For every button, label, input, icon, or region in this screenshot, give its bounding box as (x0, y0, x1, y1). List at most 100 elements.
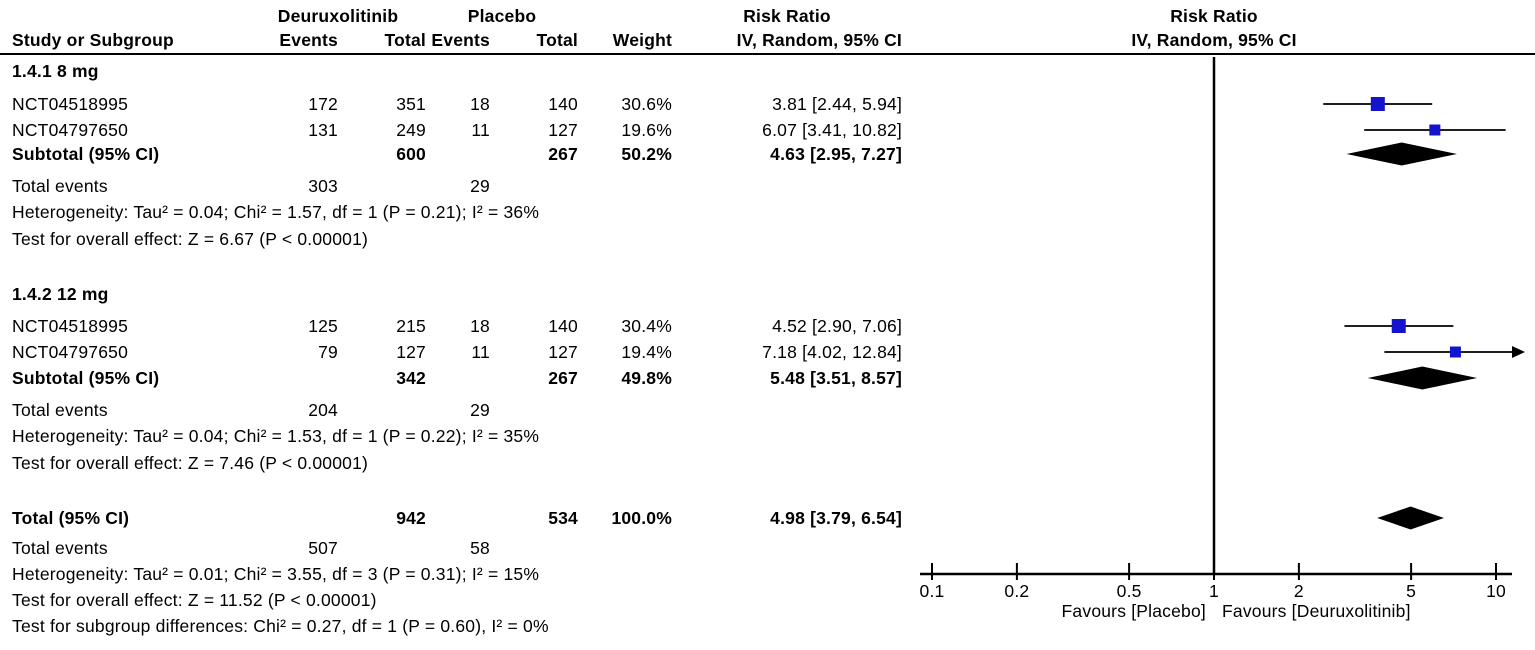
overall-effect-note: Test for overall effect: Z = 6.67 (P < 0… (12, 229, 368, 249)
col-total-control: Total (536, 30, 578, 50)
overall-effect-text: Test for overall effect: Z = 11.52 (P < … (12, 590, 377, 610)
tick-label: 0.2 (1004, 581, 1030, 601)
grand-total-label: Total (95% CI) (12, 508, 130, 528)
tick-label: 0.1 (919, 581, 945, 601)
events-treatment-cell: 507 (308, 538, 338, 558)
pooled-diamond (1367, 366, 1478, 390)
total-treatment-cell: 600 (396, 144, 426, 164)
col-events-treatment: Events (279, 30, 338, 50)
pooled-diamond (1377, 506, 1444, 530)
study-label: NCT04797650 (12, 120, 129, 140)
total-events-row: Total events 204 29 (12, 400, 490, 420)
subtotal-label: Subtotal (95% CI) (12, 144, 160, 164)
subgroup-difference-note: Test for subgroup differences: Chi² = 0.… (12, 616, 549, 636)
events-control-cell: 11 (471, 120, 490, 140)
events-treatment-cell: 79 (318, 342, 338, 362)
header-rule (0, 53, 1535, 55)
total-control-cell: 127 (548, 120, 578, 140)
col-events-control: Events (431, 30, 490, 50)
total-control-cell: 127 (548, 342, 578, 362)
tick-label: 2 (1293, 581, 1304, 601)
events-treatment-cell: 172 (308, 94, 338, 114)
total-control-cell: 140 (548, 316, 578, 336)
weight-cell: 19.4% (621, 342, 672, 362)
tick-label: 1 (1209, 581, 1219, 601)
tick-label: 0.5 (1116, 581, 1142, 601)
control-group-header: Placebo (467, 6, 537, 26)
tick-label: 10 (1486, 581, 1506, 601)
study-label: NCT04518995 (12, 316, 129, 336)
risk-ratio-cell: 4.52 [2.90, 7.06] (772, 316, 902, 336)
arrow-head (1512, 346, 1525, 358)
weight-cell: 30.6% (621, 94, 672, 114)
effect-measure-header: Risk Ratio (743, 6, 831, 26)
effect-square (1391, 319, 1406, 333)
subgroup-title: 1.4.1 8 mg (12, 61, 99, 81)
total-events-label: Total events (12, 400, 108, 420)
total-treatment-cell: 127 (396, 342, 426, 362)
events-treatment-cell: 303 (308, 176, 338, 196)
pooled-diamond (1346, 142, 1457, 166)
subtotal-row: Subtotal (95% CI) 342 267 49.8% 5.48 [3.51, … (12, 368, 902, 388)
overall-effect-text: Test for overall effect: Z = 7.46 (P < 0… (12, 453, 369, 473)
total-treatment-cell: 351 (396, 94, 426, 114)
total-events-row: Total events 303 29 (12, 176, 490, 196)
events-control-cell: 11 (471, 342, 490, 362)
overall-effect-text: Test for overall effect: Z = 6.67 (P < 0… (12, 229, 369, 249)
total-events-row: Total events 507 58 (12, 538, 490, 558)
total-treatment-cell: 215 (396, 316, 426, 336)
study-label: NCT04518995 (12, 94, 129, 114)
events-treatment-cell: 125 (308, 316, 338, 336)
total-control-cell: 534 (548, 508, 578, 528)
col-ci-method: IV, Random, 95% CI (736, 30, 902, 50)
risk-ratio-cell: 7.18 [4.02, 12.84] (762, 342, 902, 362)
total-control-cell: 140 (548, 94, 578, 114)
heterogeneity-text: Heterogeneity: Tau² = 0.04; Chi² = 1.53,… (12, 426, 540, 446)
total-treatment-cell: 942 (396, 508, 426, 528)
subtotal-row: Subtotal (95% CI) 600 267 50.2% 4.63 [2.95, … (12, 144, 902, 164)
weight-cell: 19.6% (621, 120, 672, 140)
events-treatment-cell: 204 (308, 400, 338, 420)
total-control-cell: 267 (548, 144, 578, 164)
risk-ratio-cell: 4.98 [3.79, 6.54] (770, 508, 902, 528)
weight-cell: 50.2% (621, 144, 672, 164)
heterogeneity-note: Heterogeneity: Tau² = 0.04; Chi² = 1.57,… (12, 202, 539, 222)
table-column-header: Study or Subgroup Events Total Events Total W… (12, 30, 902, 50)
total-events-label: Total events (12, 176, 108, 196)
total-events-label: Total events (12, 538, 108, 558)
effect-square (1370, 97, 1385, 111)
total-treatment-cell: 249 (396, 120, 426, 140)
events-control-cell: 18 (470, 316, 490, 336)
col-weight: Weight (612, 30, 672, 50)
total-treatment-cell: 342 (396, 368, 426, 388)
events-control-cell: 18 (470, 94, 490, 114)
heterogeneity-text: Heterogeneity: Tau² = 0.01; Chi² = 3.55,… (12, 564, 540, 584)
study-row: NCT04797650 131 249 11 127 19.6% 6.07 [3.41, 1… (12, 120, 902, 140)
subgroup-title: 1.4.2 12 mg (12, 284, 109, 304)
study-row: NCT04518995 172 351 18 140 30.6% 3.81 [2.44, 5… (12, 94, 902, 114)
study-row: NCT04797650 79 127 11 127 19.4% 7.18 [4.02, 12… (12, 342, 902, 362)
effect-square (1429, 124, 1441, 136)
subgroup-title-label: 1.4.1 8 mg (12, 61, 99, 81)
col-study: Study or Subgroup (12, 30, 174, 50)
subgroup-title-label: 1.4.2 12 mg (12, 284, 109, 304)
risk-ratio-cell: 6.07 [3.41, 10.82] (762, 120, 902, 140)
plot-title: Risk Ratio (1170, 6, 1258, 26)
subgroup-difference-text: Test for subgroup differences: Chi² = 0.… (12, 616, 549, 636)
events-control-cell: 29 (470, 176, 490, 196)
grand-total-row: Total (95% CI) 942 534 100.0% 4.98 [3.79, 6.… (12, 508, 902, 528)
heterogeneity-note: Heterogeneity: Tau² = 0.01; Chi² = 3.55,… (12, 564, 539, 584)
weight-cell: 30.4% (621, 316, 672, 336)
risk-ratio-cell: 5.48 [3.51, 8.57] (770, 368, 902, 388)
events-treatment-cell: 131 (308, 120, 338, 140)
risk-ratio-cell: 3.81 [2.44, 5.94] (772, 94, 902, 114)
effect-square (1449, 346, 1461, 358)
weight-cell: 49.8% (621, 368, 672, 388)
events-control-cell: 58 (470, 538, 490, 558)
col-total-treatment: Total (384, 30, 426, 50)
tick-label: 5 (1406, 581, 1417, 601)
favours-right-label: Favours [Deuruxolitinib] (1222, 601, 1411, 621)
total-control-cell: 267 (548, 368, 578, 388)
